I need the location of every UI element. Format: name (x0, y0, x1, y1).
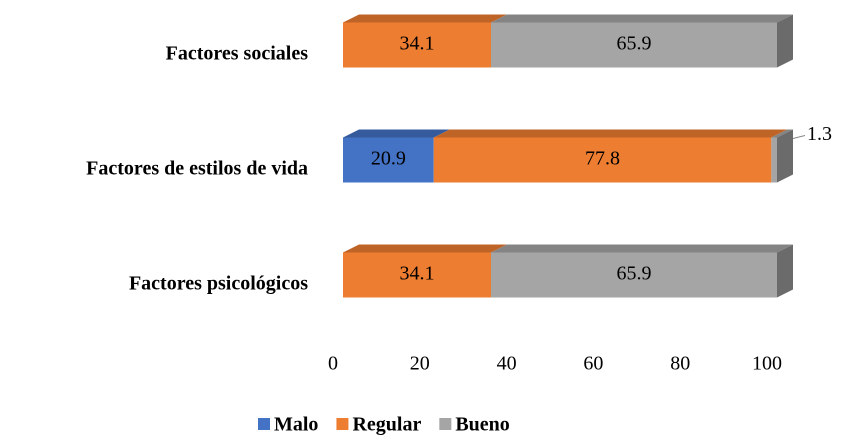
x-tick-label: 40 (497, 353, 517, 375)
value-label: 34.1 (399, 263, 434, 285)
legend-label: Malo (274, 414, 318, 436)
bar-side (777, 129, 793, 183)
value-label: 20.9 (371, 148, 406, 170)
bar-top (433, 129, 788, 138)
bar (343, 137, 434, 183)
bar-top (490, 244, 793, 253)
value-label: 65.9 (616, 263, 651, 285)
bar-side (777, 14, 793, 68)
bar-top (343, 244, 507, 253)
bar-top (343, 129, 450, 138)
x-tick-label: 80 (670, 353, 690, 375)
x-tick-label: 100 (752, 353, 782, 375)
bar (343, 22, 491, 68)
value-label: 65.9 (616, 33, 651, 55)
category-label: Factores sociales (166, 43, 309, 65)
bar-side (777, 244, 793, 298)
value-label: 34.1 (399, 33, 434, 55)
bar (433, 137, 772, 183)
legend-swatch (439, 418, 452, 430)
value-label: 1.3 (807, 123, 832, 145)
legend-label: Regular (352, 414, 421, 436)
bar (490, 22, 777, 68)
category-label: Factores de estilos de vida (86, 158, 308, 180)
bar-top (771, 129, 793, 138)
category-label: Factores psicológicos (129, 273, 308, 295)
legend-swatch (258, 418, 270, 430)
x-tick-label: 0 (328, 353, 338, 375)
legend-swatch (336, 418, 349, 430)
bar (343, 252, 491, 298)
x-tick-label: 20 (410, 353, 430, 375)
bar-top (343, 14, 507, 23)
x-tick-label: 60 (583, 353, 603, 375)
bar (771, 137, 777, 183)
legend-label: Bueno (455, 414, 509, 436)
bar-top (490, 14, 793, 23)
value-label: 77.8 (585, 148, 620, 170)
bar (490, 252, 777, 298)
